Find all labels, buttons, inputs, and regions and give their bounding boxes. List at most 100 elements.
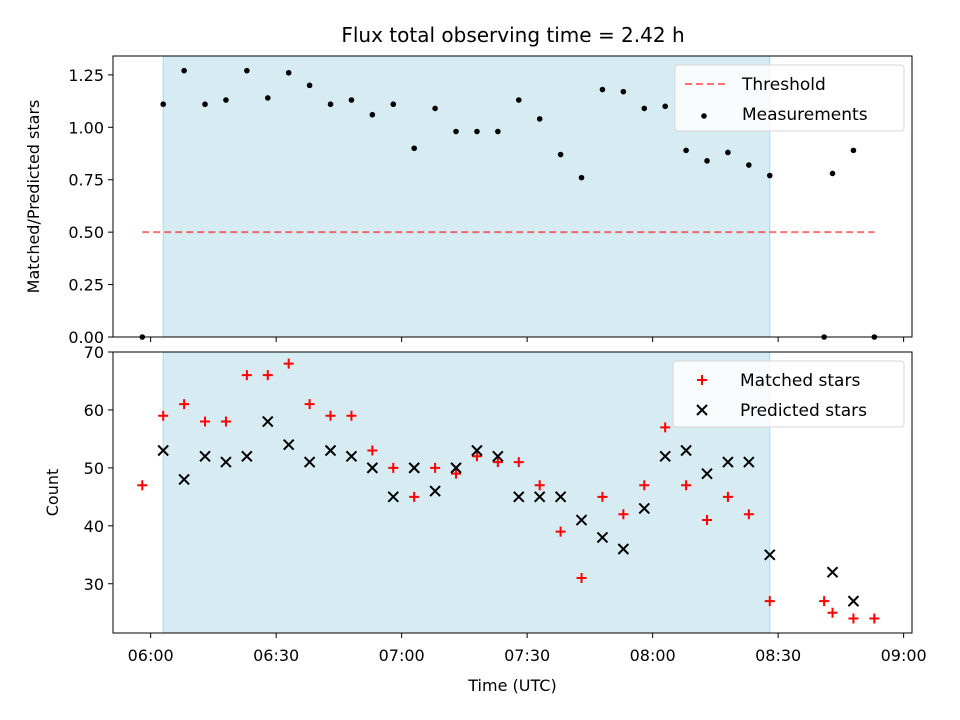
matched-stars-point	[534, 480, 545, 491]
matched-stars-point	[304, 399, 315, 410]
predicted-stars-point	[282, 438, 295, 451]
matched-stars-point	[325, 410, 336, 421]
matched-stars-point	[819, 596, 830, 607]
matched-stars-point	[388, 462, 399, 473]
predicted-stars-point	[743, 456, 755, 468]
legend-entry-label: Threshold	[741, 75, 826, 95]
predicted-stars-point	[303, 456, 316, 468]
predicted-stars-point	[701, 467, 713, 480]
legend-box	[674, 64, 905, 132]
measurement-point	[850, 147, 857, 154]
matched-stars-point	[869, 613, 880, 624]
matched-stars-point	[200, 416, 211, 427]
matched-stars-point	[283, 358, 294, 369]
matched-stars-point	[827, 607, 838, 618]
observing-window-shade	[162, 55, 771, 338]
legend-entry-label: Predicted stars	[740, 401, 867, 421]
matched-stars-point	[346, 410, 357, 421]
predicted-stars-point	[617, 543, 630, 555]
y-tick-label: 0.75	[68, 171, 104, 190]
measurement-point	[474, 128, 480, 135]
plot-frame	[112, 55, 913, 338]
predicted-stars-point	[366, 462, 379, 474]
y-tick-label: 30	[84, 575, 104, 594]
measurement-point	[557, 151, 564, 158]
matched-stars-point	[597, 491, 608, 502]
measurement-point	[181, 67, 187, 74]
x-tick-label: 09:00	[881, 646, 927, 665]
y-axis-label: Matched/Predicted stars	[24, 100, 43, 294]
y-tick-label: 70	[84, 343, 104, 362]
measurement-point	[746, 162, 752, 168]
matched-stars-point	[618, 509, 629, 520]
measurement-point	[244, 67, 250, 74]
predicted-stars-point	[492, 450, 504, 462]
legend-entry-label: Matched stars	[740, 371, 860, 391]
legend-matched-swatch	[697, 375, 707, 385]
matched-stars-point	[492, 457, 503, 468]
matched-stars-point	[430, 462, 441, 473]
y-tick-label: 1.00	[68, 118, 104, 137]
predicted-stars-point	[575, 514, 588, 526]
matched-stars-point	[660, 422, 671, 433]
measurement-point	[453, 128, 459, 135]
chart-title: Flux total observing time = 2.42 h	[341, 23, 684, 47]
predicted-stars-point	[471, 444, 483, 457]
plot-frame	[112, 351, 913, 634]
measurement-point	[348, 97, 355, 103]
x-tick-label: 08:30	[755, 646, 801, 665]
y-tick-label: 0.00	[68, 328, 104, 347]
matched-stars-point	[702, 515, 713, 526]
predicted-stars-point	[764, 549, 776, 561]
legend: Matched stars Predicted stars	[672, 360, 905, 428]
matched-stars-point	[513, 457, 524, 468]
predicted-stars-point	[596, 531, 609, 544]
x-tick-label: 06:30	[253, 646, 299, 665]
y-tick-label: 1.25	[68, 66, 104, 85]
bottom-plot-star-counts: 30 40 50 60 70 06:00 06:30 07:00 07:30 08:00 08:30…	[43, 343, 927, 695]
predicted-stars-point	[178, 473, 190, 486]
predicted-stars-point	[638, 502, 650, 515]
predicted-stars-point	[157, 444, 169, 457]
predicted-stars-point	[513, 491, 525, 503]
y-tick-label: 0.50	[68, 223, 104, 242]
x-tick-label: 07:30	[504, 646, 550, 665]
measurement-point	[766, 172, 773, 179]
predicted-stars-point	[345, 450, 358, 462]
predicted-stars-point	[262, 415, 274, 428]
x-axis-label: Time (UTC)	[467, 676, 556, 695]
legend-entry-label: Measurements	[742, 105, 868, 125]
measurement-point	[515, 97, 522, 103]
y-tick-label: 60	[84, 401, 104, 420]
predicted-stars-point	[429, 485, 441, 497]
matched-stars-point	[220, 416, 231, 427]
measurement-point	[306, 82, 313, 89]
measurement-point	[369, 111, 376, 118]
predicted-stars-point	[220, 456, 232, 468]
observing-window-shade	[162, 351, 771, 634]
predicted-stars-point	[324, 444, 337, 457]
predicted-stars-point	[659, 450, 671, 462]
x-tick-label: 08:00	[630, 646, 676, 665]
predicted-stars-point	[408, 462, 420, 474]
predicted-stars-point	[241, 450, 253, 462]
y-tick-label: 40	[84, 517, 104, 536]
measurement-point	[829, 170, 836, 177]
matched-stars-point	[409, 491, 420, 502]
predicted-stars-point	[554, 491, 567, 503]
predicted-stars-point	[387, 491, 399, 503]
matched-stars-point	[367, 445, 378, 456]
y-tick-label: 0.25	[68, 276, 104, 295]
legend: Threshold Measurements	[674, 64, 905, 132]
measurement-point	[264, 95, 271, 101]
measurement-point	[683, 147, 689, 154]
matched-stars-point	[555, 526, 566, 537]
measurement-point	[411, 145, 417, 152]
y-axis-label: Count	[43, 469, 62, 517]
predicted-stars-point	[680, 444, 692, 457]
y-tick-label: 50	[84, 459, 104, 478]
matched-stars-point	[262, 370, 273, 381]
x-tick-label: 07:00	[379, 646, 425, 665]
matched-stars-point	[451, 468, 462, 479]
